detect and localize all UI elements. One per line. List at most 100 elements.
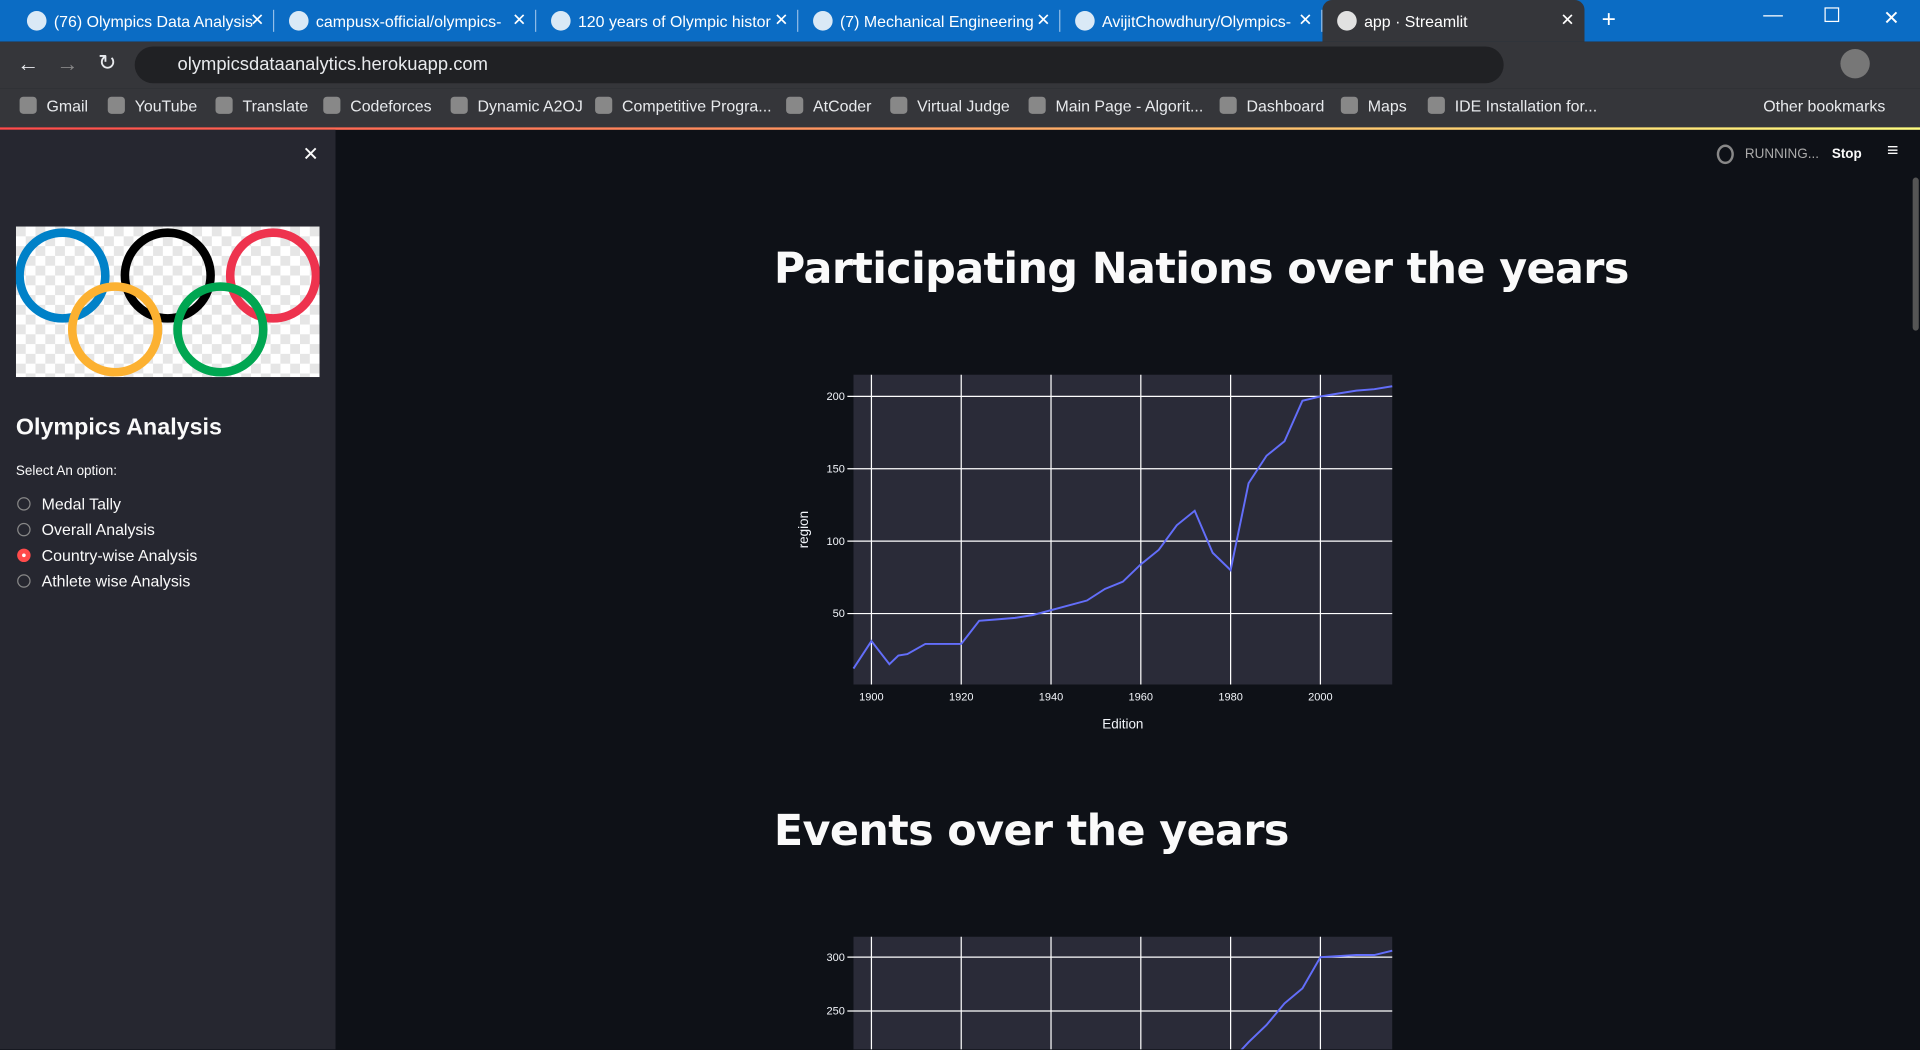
olympic-rings: [15, 226, 320, 378]
tab-icon: [1337, 11, 1357, 31]
tab-bar: + — ✕ (76) Olympics Data Analysis ✕ campus…: [0, 0, 1920, 42]
y-tick-label: 250: [827, 1006, 845, 1018]
bookmark-label: Competitive Progra...: [622, 96, 772, 116]
bookmark-label: Gmail: [46, 96, 89, 116]
radio-label: Medal Tally: [41, 494, 121, 514]
x-axis-label: Edition: [1102, 717, 1143, 732]
data-line: [1240, 949, 1393, 1050]
back[interactable]: ←: [17, 51, 40, 76]
tab-title: 120 years of Olympic histor: [577, 11, 771, 31]
radio-circle: [17, 548, 31, 563]
y-axis-label: region: [796, 511, 811, 548]
bookmark-icon: [1219, 96, 1237, 114]
bookmark-label: Dashboard: [1246, 96, 1325, 116]
bookmark[interactable]: Codeforces: [323, 96, 432, 116]
tab-icon: [288, 11, 309, 31]
toolbar: ← → ↻ olympicsdataanalytics.herokuapp.co…: [0, 41, 1920, 89]
x-tick-label: 2000: [1308, 691, 1333, 703]
tab-icon: [551, 11, 571, 31]
bookmark[interactable]: YouTube: [107, 96, 198, 116]
bookmark[interactable]: Virtual Judge: [890, 96, 1010, 116]
tab[interactable]: (76) Olympics Data Analysis ✕: [12, 0, 275, 42]
tab-close[interactable]: ✕: [1560, 9, 1575, 30]
bookmark-label: YouTube: [134, 96, 198, 116]
radio-option[interactable]: Overall Analysis: [17, 520, 155, 539]
tab-separator: [1059, 9, 1061, 32]
tab-close[interactable]: ✕: [250, 9, 265, 30]
y-tick-label: 50: [833, 608, 845, 620]
bookmark-label: Codeforces: [350, 96, 432, 116]
bookmark-label: Translate: [242, 96, 309, 116]
radio-option[interactable]: Medal Tally: [17, 495, 121, 513]
tab-icon: [813, 11, 833, 31]
bookmark-label: Dynamic A2OJ: [477, 96, 583, 116]
bookmark-icon: [450, 96, 468, 114]
bookmark[interactable]: Gmail: [19, 96, 89, 116]
y-tick-label: 150: [827, 463, 845, 475]
tab-close[interactable]: ✕: [774, 9, 789, 30]
bookmark-icon: [890, 96, 908, 114]
tab[interactable]: AvijitChowdhury/Olympics- ✕: [1060, 0, 1323, 42]
tab-close[interactable]: ✕: [512, 9, 527, 30]
stop-button[interactable]: Stop: [1831, 146, 1862, 162]
y-tick-label: 300: [827, 952, 845, 964]
bookmark[interactable]: IDE Installation for...: [1427, 96, 1598, 116]
tab[interactable]: app · Streamlit ✕: [1322, 0, 1585, 42]
tab[interactable]: (7) Mechanical Engineering ✕: [798, 0, 1061, 42]
tab-separator: [1321, 9, 1323, 32]
bookmark-icon: [595, 96, 613, 114]
scrollbar: [1912, 177, 1919, 331]
radio-label: Athlete wise Analysis: [41, 571, 191, 591]
minimize[interactable]: —: [1763, 4, 1783, 26]
bookmark-icon: [19, 96, 37, 114]
radio-label: Overall Analysis: [41, 520, 155, 539]
address-bar[interactable]: olympicsdataanalytics.herokuapp.com: [134, 46, 1504, 84]
new-tab[interactable]: +: [1601, 6, 1616, 34]
sidebar-title: Olympics Analysis: [15, 415, 222, 441]
tab-title: AvijitChowdhury/Olympics-: [1102, 11, 1292, 31]
x-tick-label: 1960: [1129, 691, 1154, 703]
radio-label: Country-wise Analysis: [41, 546, 198, 565]
x-tick-label: 1940: [1039, 691, 1064, 703]
bookmark-icon: [215, 96, 233, 114]
close-sidebar[interactable]: ✕: [302, 144, 319, 166]
bookmark[interactable]: Main Page - Algorit...: [1028, 96, 1204, 116]
reload[interactable]: ↻: [97, 50, 117, 75]
bookmark[interactable]: Maps: [1340, 96, 1407, 115]
profile[interactable]: [1840, 48, 1870, 79]
bookmark-label: IDE Installation for...: [1454, 96, 1598, 116]
restore[interactable]: [1824, 7, 1840, 23]
bookmark[interactable]: Translate: [215, 96, 309, 116]
select-label: Select An option:: [15, 464, 118, 479]
running-icon: [1716, 144, 1734, 165]
bookmark[interactable]: Competitive Progra...: [595, 96, 772, 116]
chart: 1900192019401960198020005010015020025030…: [827, 936, 1393, 1050]
x-tick-label: 1920: [949, 691, 974, 703]
x-tick-label: 1980: [1218, 691, 1243, 703]
bookmark[interactable]: Dashboard: [1219, 96, 1325, 116]
data-line: [852, 385, 1393, 670]
bookmark[interactable]: Dynamic A2OJ: [450, 96, 583, 116]
bookmark-label: AtCoder: [813, 96, 872, 116]
sidebar: ✕ Olympics Analysis Select An option: Me…: [0, 129, 336, 1050]
bookmarks-bar: Gmail YouTube Translate Codeforces Dynamic A…: [0, 88, 1920, 128]
close-window[interactable]: ✕: [1883, 8, 1900, 30]
bookmark-label: Main Page - Algorit...: [1055, 96, 1204, 116]
chart: 1900 1920 1940 1960 1980 2000 50 100 150 200 Editi…: [796, 374, 1393, 732]
radio-option[interactable]: Athlete wise Analysis: [17, 572, 190, 590]
bookmark[interactable]: AtCoder: [786, 96, 872, 116]
main-menu[interactable]: ≡: [1886, 140, 1899, 162]
forward[interactable]: →: [56, 51, 79, 76]
tab-close[interactable]: ✕: [1036, 9, 1051, 30]
bookmark-label: Virtual Judge: [917, 96, 1010, 116]
bookmark-icon: [786, 96, 804, 114]
tab[interactable]: campusx-official/olympics- ✕: [274, 0, 537, 42]
tab[interactable]: 120 years of Olympic histor ✕: [536, 0, 799, 42]
bookmark-icon: [1028, 96, 1046, 114]
tab-title: campusx-official/olympics-: [315, 11, 502, 31]
bookmark[interactable]: Other bookmarks: [1763, 96, 1886, 116]
tab-close[interactable]: ✕: [1298, 9, 1313, 30]
radio-option[interactable]: Country-wise Analysis: [17, 546, 197, 564]
bookmark-icon: [1340, 96, 1358, 114]
